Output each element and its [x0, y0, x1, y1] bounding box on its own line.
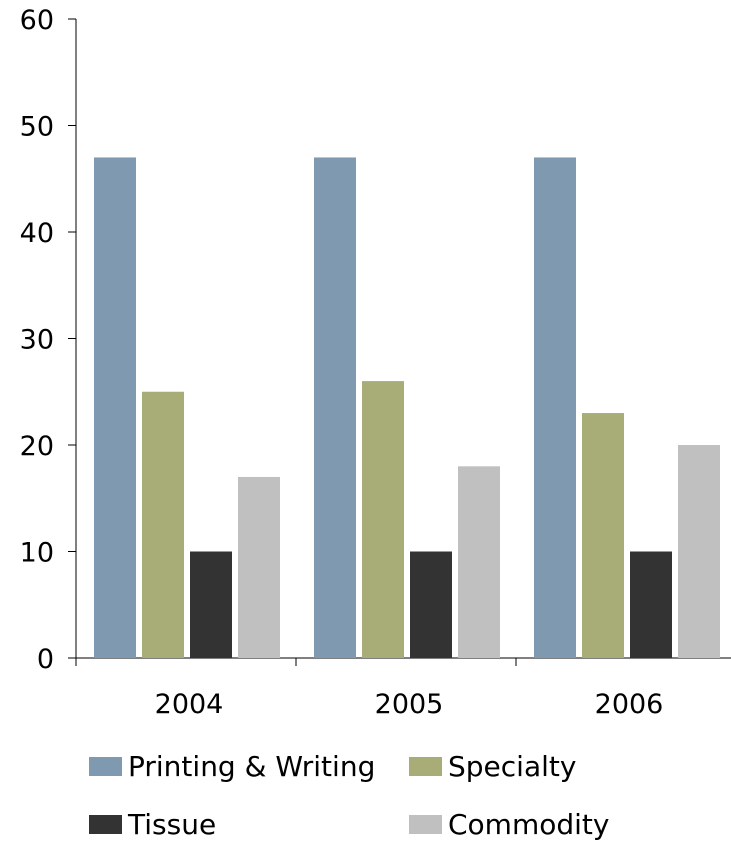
bar — [534, 157, 576, 658]
y-tick-label: 40 — [20, 218, 54, 249]
x-tick-label: 2005 — [375, 689, 444, 720]
bar — [678, 445, 720, 658]
y-tick-label: 0 — [37, 644, 54, 675]
y-tick-label: 10 — [20, 538, 54, 569]
bar — [238, 476, 280, 658]
y-tick-label: 20 — [20, 431, 54, 462]
bar — [362, 381, 404, 658]
x-tick-label: 2004 — [155, 689, 224, 720]
bar — [410, 551, 452, 658]
bar — [582, 413, 624, 658]
y-tick-label: 60 — [20, 5, 54, 36]
bar — [458, 466, 500, 658]
bar — [630, 551, 672, 658]
bar — [142, 391, 184, 658]
bar — [314, 157, 356, 658]
bar — [94, 157, 136, 658]
bar — [190, 551, 232, 658]
x-tick-label: 2006 — [595, 689, 664, 720]
y-tick-label: 30 — [20, 325, 54, 356]
y-tick-label: 50 — [20, 112, 54, 143]
